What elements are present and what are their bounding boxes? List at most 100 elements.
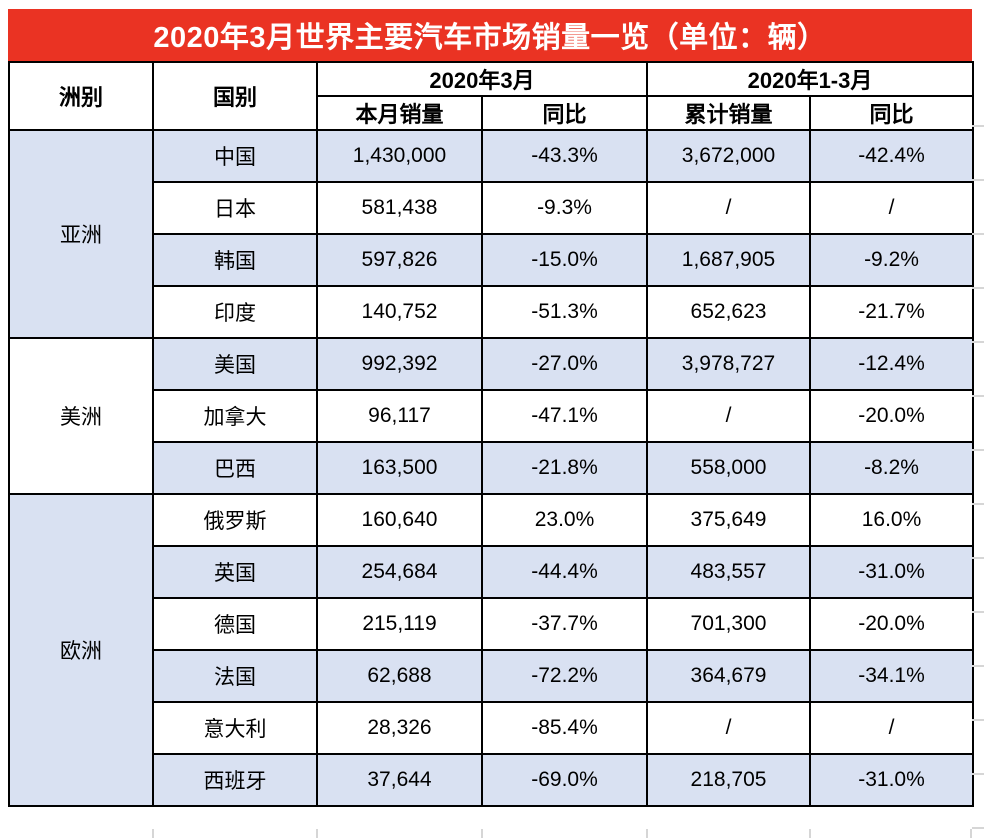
country-cell: 中国 bbox=[152, 129, 318, 183]
cumulative-sales-cell: 1,687,905 bbox=[646, 233, 811, 287]
gridline-stub bbox=[316, 829, 318, 838]
cumulative-yoy-cell: -20.0% bbox=[809, 389, 974, 443]
country-cell: 德国 bbox=[152, 597, 318, 651]
gridline-stub bbox=[646, 829, 648, 838]
cumulative-yoy-cell: -31.0% bbox=[809, 545, 974, 599]
monthly-sales-cell: 96,117 bbox=[316, 389, 483, 443]
monthly-sales-cell: 37,644 bbox=[316, 753, 483, 807]
table-row: 意大利 28,326 -85.4% / / bbox=[9, 701, 974, 755]
gridline-stub bbox=[152, 829, 154, 838]
monthly-yoy-cell: -27.0% bbox=[481, 337, 648, 391]
cumulative-yoy-cell: -20.0% bbox=[809, 597, 974, 651]
monthly-yoy-cell: -85.4% bbox=[481, 701, 648, 755]
table-row: 加拿大 96,117 -47.1% / -20.0% bbox=[9, 389, 974, 443]
table-row: 印度 140,752 -51.3% 652,623 -21.7% bbox=[9, 285, 974, 339]
monthly-yoy-cell: -51.3% bbox=[481, 285, 648, 339]
cumulative-sales-cell: 558,000 bbox=[646, 441, 811, 495]
table-header: 洲别 国别 2020年3月 2020年1-3月 本月销量 同比 累计销量 同比 bbox=[8, 61, 974, 131]
header-monthly-yoy: 同比 bbox=[481, 95, 648, 131]
monthly-yoy-cell: -21.8% bbox=[481, 441, 648, 495]
monthly-sales-cell: 140,752 bbox=[316, 285, 483, 339]
cumulative-yoy-cell: -42.4% bbox=[809, 129, 974, 183]
cumulative-sales-cell: 652,623 bbox=[646, 285, 811, 339]
monthly-sales-cell: 160,640 bbox=[316, 493, 483, 547]
header-monthly-sales: 本月销量 bbox=[316, 95, 483, 131]
header-continent: 洲别 bbox=[8, 61, 154, 131]
continent-cell: 亚洲 bbox=[8, 129, 154, 339]
monthly-yoy-cell: -15.0% bbox=[481, 233, 648, 287]
table-title: 2020年3月世界主要汽车市场销量一览（单位：辆） bbox=[8, 9, 972, 61]
country-cell: 西班牙 bbox=[152, 753, 318, 807]
table-row: 德国 215,119 -37.7% 701,300 -20.0% bbox=[9, 597, 974, 651]
cumulative-sales-cell: / bbox=[646, 389, 811, 443]
cumulative-yoy-cell: -34.1% bbox=[809, 649, 974, 703]
cumulative-yoy-cell: -12.4% bbox=[809, 337, 974, 391]
cumulative-yoy-cell: -21.7% bbox=[809, 285, 974, 339]
monthly-sales-cell: 992,392 bbox=[316, 337, 483, 391]
cumulative-yoy-cell: -9.2% bbox=[809, 233, 974, 287]
cumulative-sales-cell: 483,557 bbox=[646, 545, 811, 599]
table-row: 日本 581,438 -9.3% / / bbox=[9, 181, 974, 235]
monthly-yoy-cell: 23.0% bbox=[481, 493, 648, 547]
country-cell: 法国 bbox=[152, 649, 318, 703]
monthly-yoy-cell: -69.0% bbox=[481, 753, 648, 807]
cumulative-yoy-cell: -8.2% bbox=[809, 441, 974, 495]
monthly-sales-cell: 163,500 bbox=[316, 441, 483, 495]
country-cell: 英国 bbox=[152, 545, 318, 599]
monthly-yoy-cell: -37.7% bbox=[481, 597, 648, 651]
country-cell: 俄罗斯 bbox=[152, 493, 318, 547]
table-row: 巴西 163,500 -21.8% 558,000 -8.2% bbox=[9, 441, 974, 495]
table-row: 韩国 597,826 -15.0% 1,687,905 -9.2% bbox=[9, 233, 974, 287]
monthly-sales-cell: 597,826 bbox=[316, 233, 483, 287]
cumulative-yoy-cell: / bbox=[809, 181, 974, 235]
country-cell: 巴西 bbox=[152, 441, 318, 495]
header-country: 国别 bbox=[152, 61, 318, 131]
monthly-yoy-cell: -44.4% bbox=[481, 545, 648, 599]
gridline-stub bbox=[970, 829, 972, 838]
cumulative-sales-cell: 3,672,000 bbox=[646, 129, 811, 183]
table-row: 法国 62,688 -72.2% 364,679 -34.1% bbox=[9, 649, 974, 703]
monthly-sales-cell: 28,326 bbox=[316, 701, 483, 755]
sales-table: 洲别 国别 2020年3月 2020年1-3月 本月销量 同比 累计销量 同比 … bbox=[8, 61, 974, 807]
country-cell: 美国 bbox=[152, 337, 318, 391]
monthly-yoy-cell: -43.3% bbox=[481, 129, 648, 183]
cumulative-yoy-cell: -31.0% bbox=[809, 753, 974, 807]
header-group-march: 2020年3月 bbox=[316, 61, 648, 97]
gridline-tick bbox=[972, 827, 984, 829]
cumulative-yoy-cell: 16.0% bbox=[809, 493, 974, 547]
monthly-yoy-cell: -47.1% bbox=[481, 389, 648, 443]
table-row: 美洲 美国 992,392 -27.0% 3,978,727 -12.4% bbox=[8, 337, 974, 495]
gridline-stub bbox=[809, 829, 811, 838]
country-cell: 日本 bbox=[152, 181, 318, 235]
cumulative-sales-cell: 364,679 bbox=[646, 649, 811, 703]
cumulative-sales-cell: 701,300 bbox=[646, 597, 811, 651]
header-cumulative-sales: 累计销量 bbox=[646, 95, 811, 131]
cumulative-yoy-cell: / bbox=[809, 701, 974, 755]
country-cell: 意大利 bbox=[152, 701, 318, 755]
monthly-sales-cell: 254,684 bbox=[316, 545, 483, 599]
monthly-sales-cell: 62,688 bbox=[316, 649, 483, 703]
cumulative-sales-cell: 375,649 bbox=[646, 493, 811, 547]
monthly-sales-cell: 581,438 bbox=[316, 181, 483, 235]
country-cell: 加拿大 bbox=[152, 389, 318, 443]
header-group-q1: 2020年1-3月 bbox=[646, 61, 974, 97]
table-row: 西班牙 37,644 -69.0% 218,705 -31.0% bbox=[9, 753, 974, 807]
country-cell: 韩国 bbox=[152, 233, 318, 287]
monthly-sales-cell: 1,430,000 bbox=[316, 129, 483, 183]
monthly-yoy-cell: -72.2% bbox=[481, 649, 648, 703]
table-row: 英国 254,684 -44.4% 483,557 -31.0% bbox=[9, 545, 974, 599]
cumulative-sales-cell: 218,705 bbox=[646, 753, 811, 807]
continent-cell: 美洲 bbox=[8, 337, 154, 495]
monthly-sales-cell: 215,119 bbox=[316, 597, 483, 651]
cumulative-sales-cell: 3,978,727 bbox=[646, 337, 811, 391]
cumulative-sales-cell: / bbox=[646, 701, 811, 755]
header-cumulative-yoy: 同比 bbox=[809, 95, 974, 131]
table-row: 欧洲 俄罗斯 160,640 23.0% 375,649 16.0% bbox=[8, 493, 974, 807]
continent-cell: 欧洲 bbox=[8, 493, 154, 807]
country-cell: 印度 bbox=[152, 285, 318, 339]
cumulative-sales-cell: / bbox=[646, 181, 811, 235]
table-body: 亚洲 中国 1,430,000 -43.3% 3,672,000 -42.4% 日本 581,… bbox=[8, 129, 974, 807]
table-row: 亚洲 中国 1,430,000 -43.3% 3,672,000 -42.4% bbox=[8, 129, 974, 339]
gridline-stub bbox=[481, 829, 483, 838]
